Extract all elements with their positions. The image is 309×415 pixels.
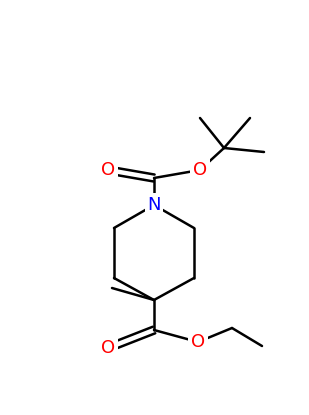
Text: O: O <box>191 333 205 351</box>
Text: O: O <box>193 161 207 179</box>
Text: O: O <box>101 339 115 357</box>
Text: N: N <box>147 196 161 214</box>
Text: O: O <box>101 161 115 179</box>
